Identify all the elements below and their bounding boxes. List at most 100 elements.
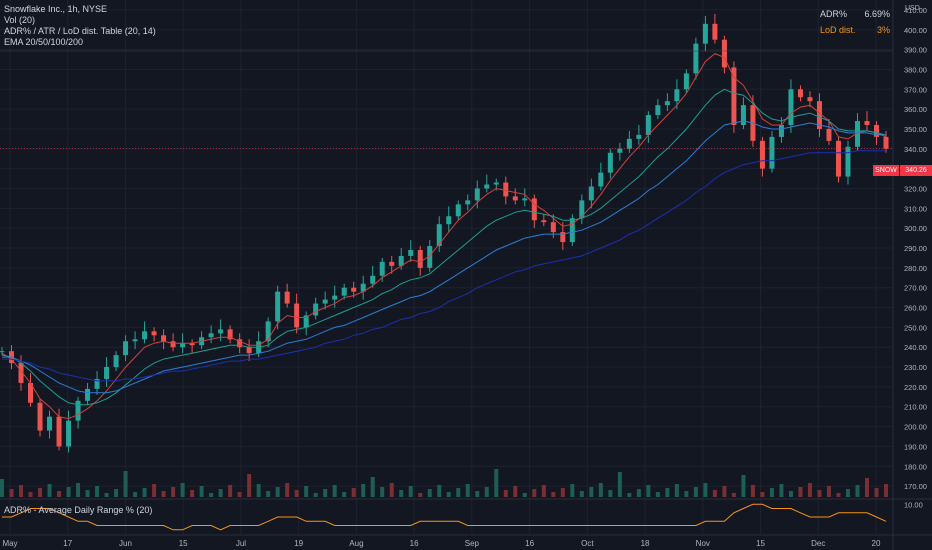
candle-body xyxy=(246,347,252,354)
price-axis-tick: 340.00 xyxy=(904,145,927,154)
candle-body xyxy=(636,134,642,139)
time-axis-tick: Oct xyxy=(581,539,594,548)
volume-bar xyxy=(475,491,480,497)
price-axis-tick: 410.00 xyxy=(904,6,927,15)
volume-bar xyxy=(275,487,280,497)
volume-bar xyxy=(247,474,252,497)
time-axis-tick: Dec xyxy=(811,539,825,548)
volume-bar xyxy=(361,484,366,497)
volume-bar xyxy=(779,484,784,497)
volume-bar xyxy=(617,472,622,497)
volume-bar xyxy=(28,492,33,497)
currency-label[interactable]: USD xyxy=(905,5,920,12)
volume-bar xyxy=(836,493,841,497)
volume-bar xyxy=(285,483,290,497)
candle-body xyxy=(161,335,167,342)
candle-body xyxy=(18,363,24,383)
candle-body xyxy=(75,400,81,421)
candle-body xyxy=(883,136,889,149)
volume-bar xyxy=(769,488,774,497)
candle-body xyxy=(47,416,53,431)
volume-bar xyxy=(133,492,138,497)
candle-body xyxy=(94,378,100,389)
candle-body xyxy=(237,339,243,348)
time-axis-tick: 15 xyxy=(756,539,765,548)
symbol-title[interactable]: Snowflake Inc., 1h, NYSE xyxy=(4,4,108,14)
volume-bar xyxy=(741,475,746,497)
candle-body xyxy=(797,89,803,98)
candle-body xyxy=(579,200,585,219)
volume-bar xyxy=(465,484,470,497)
price-axis-tick: 200.00 xyxy=(904,423,927,432)
volume-bar xyxy=(313,493,318,497)
volume-bar xyxy=(722,486,727,497)
price-axis-tick: 230.00 xyxy=(904,363,927,372)
time-axis-tick: 15 xyxy=(179,539,188,548)
volume-bar xyxy=(228,485,233,497)
volume-bar xyxy=(19,485,24,497)
volume-bar xyxy=(636,489,641,497)
volume-bar xyxy=(0,479,4,497)
candle-body xyxy=(674,89,680,102)
adr-indicator-label[interactable]: ADR% - Average Daily Range % (20) xyxy=(4,505,153,515)
lod-value: 3% xyxy=(876,25,890,35)
volume-bar xyxy=(494,469,499,497)
candle-body xyxy=(446,216,452,225)
candle-body xyxy=(607,152,613,173)
volume-bar xyxy=(332,485,337,497)
candle-body xyxy=(398,255,404,266)
ema-line xyxy=(1,88,887,406)
adr-table-indicator-label[interactable]: ADR% / ATR / LoD dist. Table (20, 14) xyxy=(4,26,156,36)
volume-bar xyxy=(884,484,888,497)
time-axis-tick: Jun xyxy=(119,539,132,548)
candle-body xyxy=(503,182,509,197)
candle-body xyxy=(265,321,271,342)
volume-bar xyxy=(731,493,736,497)
candle-body xyxy=(180,343,186,348)
candle-body xyxy=(826,128,832,141)
volume-bar xyxy=(380,487,385,497)
candle-body xyxy=(474,188,480,201)
candle-body xyxy=(351,287,357,292)
candle-body xyxy=(664,101,670,106)
volume-bar xyxy=(370,477,375,497)
volume-bar xyxy=(180,483,185,497)
candle-body xyxy=(512,196,518,201)
candle-body xyxy=(218,329,224,334)
volume-bar xyxy=(408,486,413,497)
volume-bar xyxy=(351,488,356,497)
candle-body xyxy=(189,343,195,346)
candle-body xyxy=(436,224,442,247)
candle-body xyxy=(778,124,784,137)
candle-body xyxy=(522,198,528,201)
volume-bar xyxy=(807,483,812,497)
candle-body xyxy=(845,146,851,177)
candle-body xyxy=(56,416,62,447)
symbol-tag: SNOW xyxy=(873,165,899,176)
price-axis-tick: 290.00 xyxy=(904,244,927,253)
time-axis-tick: Sep xyxy=(465,539,480,548)
volume-bar xyxy=(665,488,670,497)
time-axis-tick: Nov xyxy=(696,539,710,548)
candle-body xyxy=(740,105,746,125)
ema-line xyxy=(2,150,886,382)
volume-bar xyxy=(199,486,204,497)
ema-indicator-label[interactable]: EMA 20/50/100/200 xyxy=(4,37,84,47)
candle-body xyxy=(28,382,34,403)
candle-body xyxy=(864,121,870,125)
candle-body xyxy=(484,184,490,189)
price-axis-tick: 320.00 xyxy=(904,184,927,193)
candle-body xyxy=(85,388,91,401)
price-axis-tick: 250.00 xyxy=(904,323,927,332)
volume-indicator-label[interactable]: Vol (20) xyxy=(4,15,36,25)
volume-bar xyxy=(703,483,708,497)
volume-bar xyxy=(85,490,90,497)
volume-bar xyxy=(798,487,803,497)
volume-bar xyxy=(76,483,81,497)
candle-body xyxy=(560,232,566,243)
volume-bar xyxy=(712,490,717,497)
time-axis-tick: 16 xyxy=(525,539,534,548)
candle-body xyxy=(294,303,300,328)
candle-body xyxy=(493,182,499,185)
